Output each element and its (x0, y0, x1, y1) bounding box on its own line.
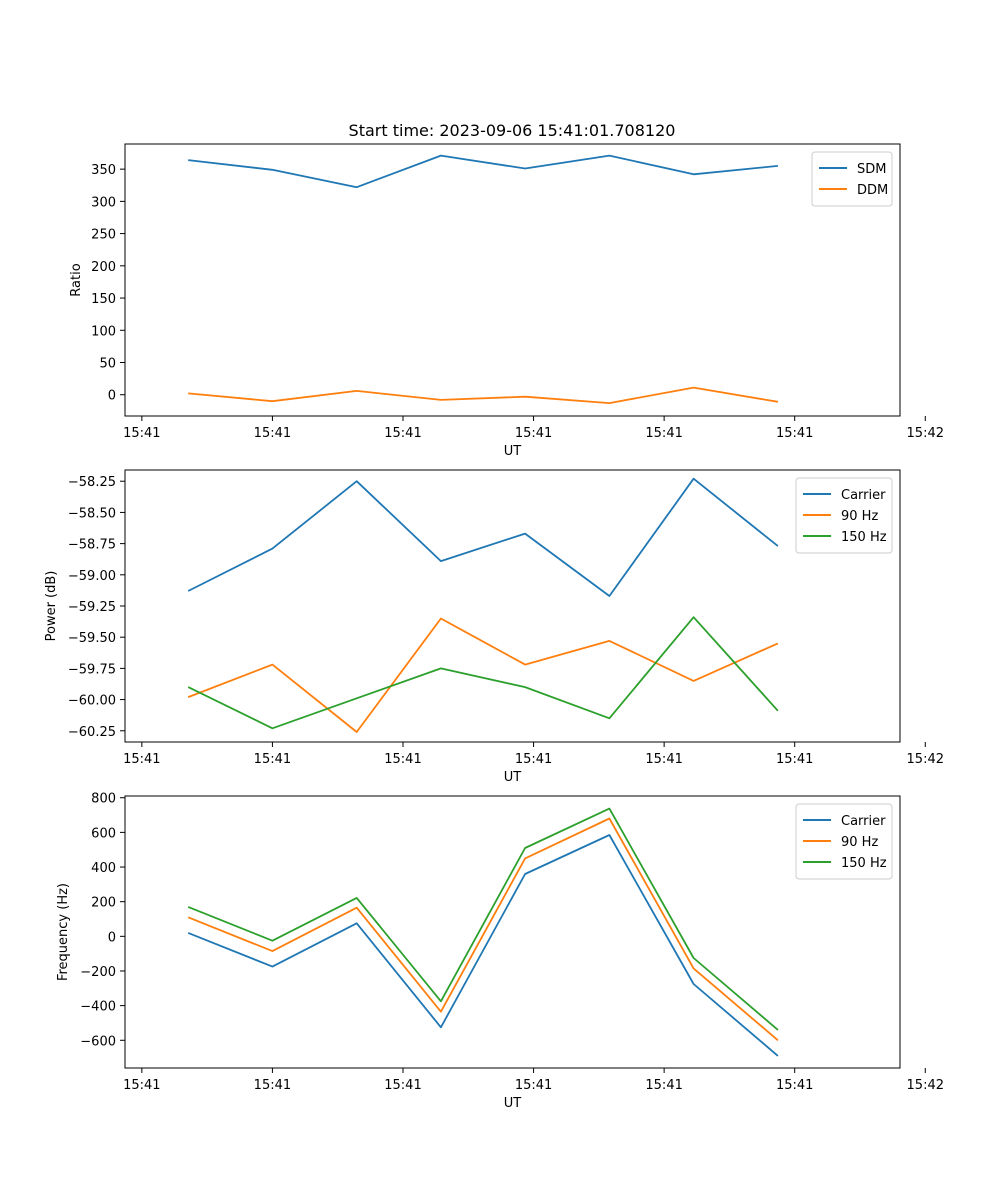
frequency-legend: Carrier 90 Hz 150 Hz (795, 803, 893, 880)
frequency-x-tick-label: 15:41 (776, 1078, 813, 1093)
ratio-axes-frame (124, 143, 901, 417)
power-legend-label-150-hz: 150 Hz (841, 530, 887, 545)
power-y-tick-label: −60.00 (68, 694, 116, 709)
frequency-legend-label-150-hz: 150 Hz (841, 856, 887, 871)
frequency-y-tick-label: 0 (108, 930, 116, 945)
frequency-x-tick-label: 15:42 (907, 1078, 944, 1093)
power-y-tick-label: −59.00 (68, 569, 116, 584)
power-legend-box (795, 477, 893, 554)
frequency-series-carrier-line (187, 834, 779, 1057)
figure-title: Start time: 2023-09-06 15:41:01.708120 (349, 121, 676, 140)
frequency-x-tick-label: 15:41 (384, 1078, 421, 1093)
frequency-x-tick-label: 15:41 (515, 1078, 552, 1093)
frequency-y-tick-label: −400 (80, 1000, 116, 1015)
frequency-y-tick-label: −600 (80, 1034, 116, 1049)
ratio-legend-box (811, 151, 893, 207)
ratio-legend-label-ddm: DDM (857, 183, 888, 198)
ratio-legend-label-sdm: SDM (857, 162, 886, 177)
power-x-tick-label: 15:42 (907, 752, 944, 767)
power-x-tick-label: 15:41 (515, 752, 552, 767)
frequency-axes-frame (124, 795, 901, 1069)
ratio-x-axis-label: UT (504, 444, 522, 459)
power-y-tick-label: −59.50 (68, 631, 116, 646)
power-x-tick-label: 15:41 (776, 752, 813, 767)
power-y-tick-label: −60.25 (68, 725, 116, 740)
power-panel: 15:41 15:41 15:41 15:41 15:41 15:41 15:42 −60.2… (44, 469, 944, 785)
frequency-series-90-hz-line (187, 817, 779, 1041)
power-x-tick-label: 15:41 (384, 752, 421, 767)
frequency-x-tick-label: 15:41 (123, 1078, 160, 1093)
ratio-x-tick-label: 15:41 (384, 426, 421, 441)
ratio-y-tick-label: 300 (91, 195, 116, 210)
ratio-y-tick-label: 100 (91, 324, 116, 339)
ratio-series-sdm-line (188, 154, 778, 189)
frequency-x-tick-label: 15:41 (645, 1078, 682, 1093)
power-y-tick-label: −59.75 (68, 662, 116, 677)
frequency-series-150-hz-line (187, 807, 779, 1031)
frequency-y-tick-label: −200 (80, 965, 116, 980)
frequency-legend-label-90-hz: 90 Hz (841, 835, 878, 850)
power-x-tick-label: 15:41 (254, 752, 291, 767)
power-legend-label-carrier: Carrier (841, 488, 886, 503)
power-series-carrier-line (187, 477, 779, 597)
ratio-y-tick-label: 200 (91, 260, 116, 275)
power-y-tick-label: −58.25 (68, 475, 116, 490)
ratio-legend: SDM DDM (811, 151, 893, 207)
ratio-x-tick-label: 15:41 (515, 426, 552, 441)
ratio-x-tick-label: 15:41 (254, 426, 291, 441)
power-x-tick-label: 15:41 (645, 752, 682, 767)
frequency-y-tick-label: 800 (91, 792, 116, 807)
power-y-tick-label: −59.25 (68, 600, 116, 615)
ratio-x-tick-label: 15:41 (123, 426, 160, 441)
ratio-y-axis-label: Ratio (69, 263, 84, 296)
frequency-y-tick-label: 600 (91, 826, 116, 841)
power-legend: Carrier 90 Hz 150 Hz (795, 477, 893, 554)
frequency-y-axis-label: Frequency (Hz) (56, 883, 71, 981)
ratio-y-tick-label: 350 (91, 163, 116, 178)
ratio-x-tick-label: 15:41 (645, 426, 682, 441)
frequency-legend-box (795, 803, 893, 880)
frequency-x-tick-label: 15:41 (254, 1078, 291, 1093)
power-axes-frame (124, 469, 901, 743)
ratio-y-tick-label: 50 (99, 357, 116, 372)
ratio-y-tick-label: 0 (108, 389, 116, 404)
ratio-panel: 15:41 15:41 15:41 15:41 15:41 15:41 15:42 0 50 10… (69, 143, 944, 459)
power-series-150-hz-line (187, 616, 779, 730)
frequency-x-axis-label: UT (504, 1096, 522, 1111)
ratio-y-tick-label: 250 (91, 228, 116, 243)
power-y-axis-label: Power (dB) (44, 571, 59, 642)
frequency-panel: 15:41 15:41 15:41 15:41 15:41 15:41 15:42 −600 −… (56, 792, 944, 1111)
frequency-y-tick-label: 200 (91, 896, 116, 911)
ratio-x-tick-label: 15:41 (776, 426, 813, 441)
ratio-series-ddm-line (188, 386, 779, 405)
ratio-x-tick-label: 15:42 (907, 426, 944, 441)
power-legend-label-90-hz: 90 Hz (841, 509, 878, 524)
power-series-90-hz-line (187, 617, 779, 733)
power-y-tick-label: −58.50 (68, 506, 116, 521)
frequency-legend-label-carrier: Carrier (841, 814, 886, 829)
power-y-tick-label: −58.75 (68, 538, 116, 553)
power-x-axis-label: UT (504, 770, 522, 785)
frequency-y-tick-label: 400 (91, 861, 116, 876)
ratio-y-tick-label: 150 (91, 292, 116, 307)
power-x-tick-label: 15:41 (123, 752, 160, 767)
